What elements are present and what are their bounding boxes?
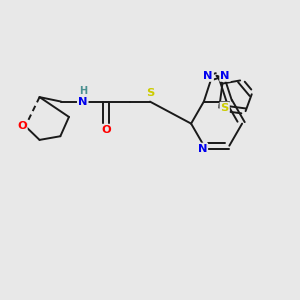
Text: N: N: [220, 71, 230, 81]
Text: N: N: [203, 71, 213, 81]
Text: N: N: [198, 144, 207, 154]
Text: S: S: [146, 88, 154, 98]
Text: H: H: [79, 86, 87, 96]
Text: O: O: [101, 125, 111, 135]
Text: S: S: [220, 103, 229, 113]
Text: O: O: [17, 121, 27, 131]
Text: N: N: [78, 97, 88, 106]
